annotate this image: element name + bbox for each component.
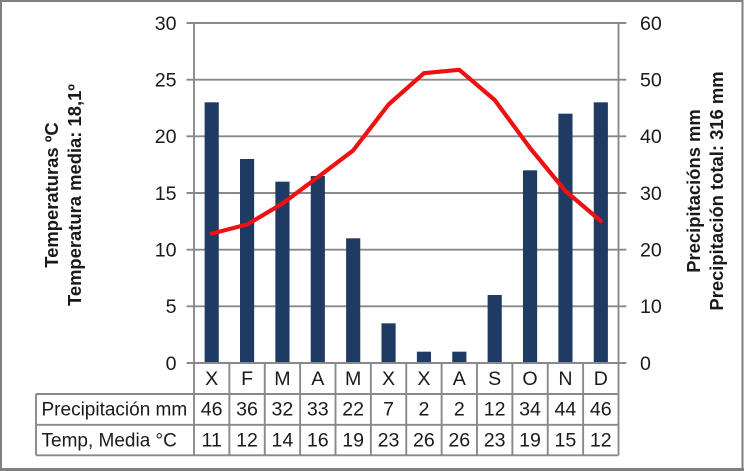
svg-text:23: 23 bbox=[378, 429, 400, 451]
svg-text:D: D bbox=[594, 368, 608, 390]
svg-text:20: 20 bbox=[640, 239, 662, 261]
svg-text:10: 10 bbox=[640, 296, 662, 318]
svg-text:M: M bbox=[345, 368, 361, 390]
svg-text:23: 23 bbox=[484, 429, 506, 451]
svg-text:19: 19 bbox=[519, 429, 541, 451]
svg-text:F: F bbox=[241, 368, 253, 390]
svg-text:33: 33 bbox=[307, 398, 329, 420]
svg-text:34: 34 bbox=[519, 398, 541, 420]
svg-text:X: X bbox=[417, 368, 430, 390]
svg-text:60: 60 bbox=[640, 13, 662, 35]
svg-text:22: 22 bbox=[342, 398, 364, 420]
svg-text:S: S bbox=[488, 368, 501, 390]
svg-text:12: 12 bbox=[236, 429, 258, 451]
svg-text:20: 20 bbox=[155, 126, 177, 148]
svg-text:40: 40 bbox=[640, 126, 662, 148]
svg-text:25: 25 bbox=[155, 69, 177, 91]
svg-text:0: 0 bbox=[640, 353, 651, 375]
svg-text:44: 44 bbox=[555, 398, 577, 420]
svg-text:14: 14 bbox=[272, 429, 294, 451]
svg-text:N: N bbox=[558, 368, 572, 390]
svg-text:X: X bbox=[205, 368, 218, 390]
svg-text:7: 7 bbox=[383, 398, 394, 420]
svg-text:2: 2 bbox=[454, 398, 465, 420]
svg-text:5: 5 bbox=[166, 296, 177, 318]
svg-text:50: 50 bbox=[640, 69, 662, 91]
svg-text:46: 46 bbox=[201, 398, 223, 420]
svg-text:26: 26 bbox=[448, 429, 470, 451]
svg-text:2: 2 bbox=[418, 398, 429, 420]
svg-text:15: 15 bbox=[555, 429, 577, 451]
svg-text:X: X bbox=[382, 368, 395, 390]
svg-text:16: 16 bbox=[307, 429, 329, 451]
svg-text:A: A bbox=[453, 368, 467, 390]
svg-text:12: 12 bbox=[590, 429, 612, 451]
svg-text:26: 26 bbox=[413, 429, 435, 451]
svg-text:15: 15 bbox=[155, 183, 177, 205]
svg-text:46: 46 bbox=[590, 398, 612, 420]
svg-text:19: 19 bbox=[342, 429, 364, 451]
svg-text:32: 32 bbox=[272, 398, 294, 420]
svg-text:36: 36 bbox=[236, 398, 258, 420]
svg-text:30: 30 bbox=[640, 183, 662, 205]
svg-text:10: 10 bbox=[155, 239, 177, 261]
svg-text:30: 30 bbox=[155, 13, 177, 35]
svg-text:0: 0 bbox=[166, 353, 177, 375]
svg-text:O: O bbox=[522, 368, 537, 390]
svg-text:Precipitación mm: Precipitación mm bbox=[42, 399, 188, 420]
svg-text:A: A bbox=[311, 368, 325, 390]
svg-text:11: 11 bbox=[202, 429, 222, 451]
svg-text:M: M bbox=[274, 368, 290, 390]
svg-text:Temp, Media °C: Temp, Media °C bbox=[42, 430, 177, 451]
svg-text:12: 12 bbox=[484, 398, 506, 420]
